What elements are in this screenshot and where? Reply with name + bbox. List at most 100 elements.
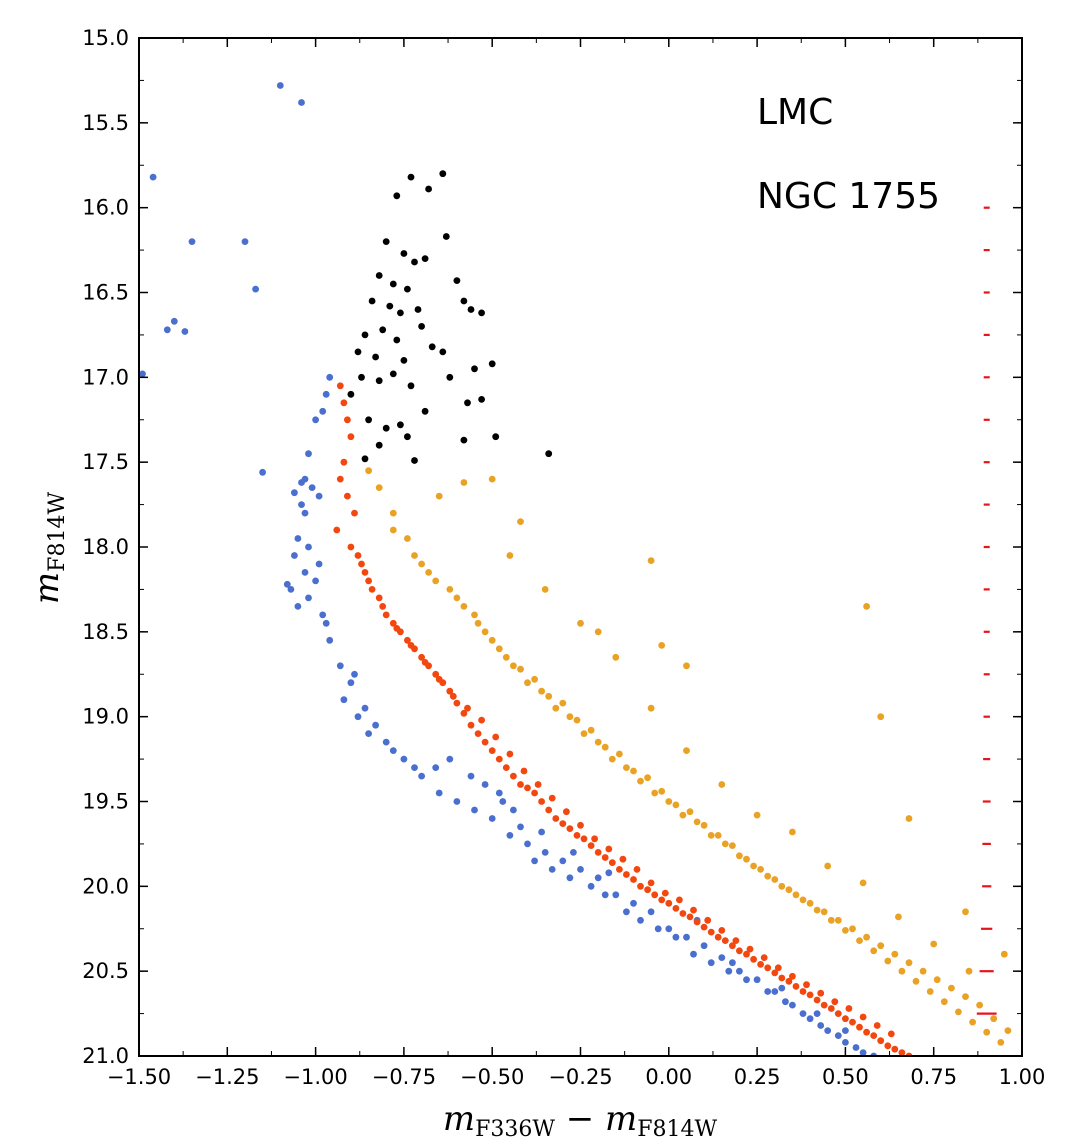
point-black-10 bbox=[375, 272, 383, 279]
point-orange-33 bbox=[834, 916, 842, 924]
point-red-8 bbox=[333, 526, 341, 534]
point-orange-47 bbox=[411, 552, 418, 559]
point-blue-37 bbox=[347, 679, 355, 687]
point-orange-96 bbox=[905, 815, 913, 822]
y-tick-label-10: 20.0 bbox=[82, 874, 129, 898]
point-orange-54 bbox=[517, 665, 524, 673]
point-red-80 bbox=[842, 1015, 849, 1023]
point-orange-81 bbox=[898, 967, 906, 975]
point-red-41 bbox=[566, 825, 574, 832]
point-black-24 bbox=[428, 343, 436, 351]
point-orange-77 bbox=[842, 927, 849, 934]
point-orange-113 bbox=[895, 913, 902, 921]
point-red-99 bbox=[492, 733, 500, 741]
point-black-19 bbox=[478, 309, 485, 317]
point-red-24 bbox=[446, 687, 454, 695]
point-blue-89 bbox=[859, 1049, 867, 1056]
point-orange-73 bbox=[785, 886, 793, 894]
point-red-102 bbox=[534, 781, 542, 788]
point-blue-38 bbox=[340, 696, 348, 704]
y-tick-label-2: 16.0 bbox=[82, 196, 129, 220]
point-blue-19 bbox=[298, 501, 305, 508]
point-red-55 bbox=[665, 899, 673, 907]
point-red-63 bbox=[721, 937, 729, 944]
point-black-9 bbox=[453, 277, 461, 284]
point-orange-23 bbox=[693, 818, 701, 826]
point-blue-9 bbox=[139, 370, 146, 378]
point-red-44 bbox=[587, 842, 595, 849]
point-blue-31 bbox=[315, 560, 323, 568]
error-bars bbox=[976, 206, 997, 1015]
point-red-54 bbox=[658, 896, 666, 904]
point-red-4 bbox=[340, 458, 348, 466]
point-orange-53 bbox=[502, 653, 510, 661]
point-red-58 bbox=[686, 913, 694, 921]
point-red-2 bbox=[344, 416, 351, 424]
point-blue-64 bbox=[672, 933, 680, 941]
point-orange-87 bbox=[983, 1028, 991, 1036]
point-blue-3 bbox=[188, 238, 196, 246]
point-black-27 bbox=[400, 357, 408, 364]
point-blue-69 bbox=[499, 798, 507, 805]
point-black-18 bbox=[414, 306, 422, 313]
point-red-33 bbox=[510, 772, 517, 780]
point-black-21 bbox=[379, 326, 387, 334]
point-orange-57 bbox=[559, 699, 567, 707]
point-black-29 bbox=[471, 365, 478, 373]
point-orange-94 bbox=[683, 662, 690, 670]
point-red-88 bbox=[898, 1049, 906, 1056]
point-orange-41 bbox=[948, 984, 955, 992]
point-red-57 bbox=[679, 910, 687, 917]
point-red-66 bbox=[743, 950, 750, 958]
point-black-36 bbox=[464, 399, 471, 407]
y-tick-label-5: 17.5 bbox=[82, 450, 129, 474]
point-orange-107 bbox=[683, 747, 690, 754]
point-red-36 bbox=[531, 789, 538, 797]
point-red-107 bbox=[605, 845, 613, 853]
point-blue-32 bbox=[322, 619, 330, 627]
point-blue-67 bbox=[725, 967, 733, 975]
point-red-28 bbox=[474, 730, 482, 737]
point-black-23 bbox=[418, 323, 425, 330]
point-orange-60 bbox=[601, 743, 609, 751]
point-red-64 bbox=[729, 942, 736, 950]
point-red-15 bbox=[382, 611, 390, 619]
point-red-77 bbox=[820, 1001, 828, 1009]
point-red-126 bbox=[873, 1022, 881, 1029]
point-blue-78 bbox=[665, 925, 673, 933]
point-red-83 bbox=[863, 1028, 870, 1036]
point-black-49 bbox=[361, 455, 369, 463]
point-orange-6 bbox=[453, 594, 461, 602]
point-red-109 bbox=[633, 866, 641, 873]
point-black-25 bbox=[354, 348, 362, 356]
point-blue-98 bbox=[446, 755, 454, 763]
point-orange-38 bbox=[905, 959, 913, 967]
point-red-76 bbox=[813, 996, 821, 1004]
point-red-30 bbox=[488, 747, 496, 754]
point-red-50 bbox=[630, 876, 637, 883]
point-blue-43 bbox=[418, 772, 425, 780]
point-red-10 bbox=[354, 552, 362, 559]
point-blue-41 bbox=[382, 738, 390, 746]
point-black-48 bbox=[347, 390, 355, 398]
point-blue-58 bbox=[566, 874, 574, 882]
point-black-47 bbox=[545, 450, 553, 458]
point-blue-82 bbox=[736, 967, 743, 975]
point-blue-55 bbox=[524, 840, 531, 848]
point-orange-90 bbox=[517, 518, 524, 525]
point-red-67 bbox=[750, 955, 757, 963]
point-red-78 bbox=[827, 1005, 835, 1012]
point-red-61 bbox=[707, 928, 715, 936]
point-red-16 bbox=[389, 619, 397, 627]
point-orange-34 bbox=[849, 925, 856, 933]
point-blue-24 bbox=[305, 594, 312, 602]
point-red-91 bbox=[379, 603, 387, 610]
point-red-125 bbox=[859, 1013, 867, 1021]
point-red-127 bbox=[887, 1030, 895, 1038]
x-tick-label-2: −1.00 bbox=[283, 1065, 347, 1089]
point-blue-87 bbox=[824, 1027, 832, 1034]
point-black-5 bbox=[382, 238, 390, 246]
point-blue-44 bbox=[432, 764, 440, 771]
x-tick-label-4: −0.50 bbox=[460, 1065, 524, 1089]
point-orange-9 bbox=[495, 645, 503, 653]
